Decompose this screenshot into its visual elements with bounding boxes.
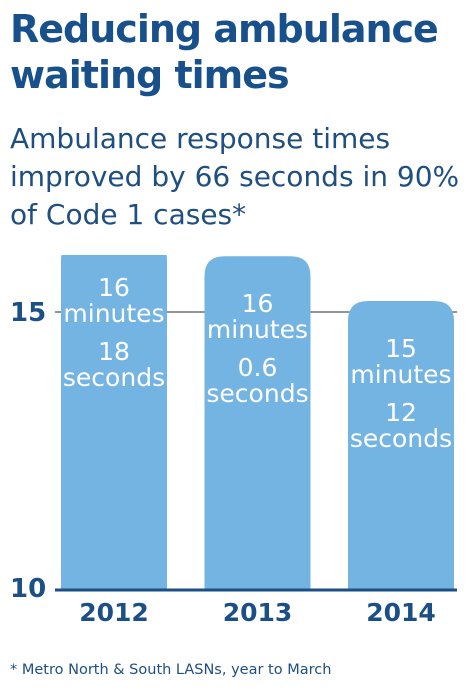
bar-value-label: seconds (350, 424, 452, 453)
bar-value-label: minutes (350, 360, 451, 389)
bar-value-label: minutes (63, 299, 164, 328)
y-tick-label: 10 (10, 574, 46, 604)
x-tick-label: 2012 (79, 598, 149, 627)
bar-value-label: 16 (98, 273, 130, 302)
bar-value-label: 18 (98, 337, 130, 366)
bar-value-label: seconds (63, 363, 165, 392)
footnote: * Metro North & South LASNs, year to Mar… (10, 662, 332, 678)
bar-value-label: 0.6 (238, 353, 278, 382)
bar-value-label: 15 (385, 334, 417, 363)
bar-value-label: seconds (206, 379, 308, 408)
bar-value-label: 12 (385, 398, 417, 427)
chart-subtitle: Ambulance response times improved by 66 … (10, 122, 460, 231)
x-tick-label: 2014 (366, 598, 436, 627)
y-tick-label: 15 (10, 298, 46, 328)
x-tick-label: 2013 (223, 598, 293, 627)
bar-2013 (204, 256, 311, 590)
chart-title: Reducing ambulance waiting times (10, 7, 439, 97)
bar-value-label: minutes (207, 315, 308, 344)
bar-2012 (61, 255, 167, 590)
bar-2014 (348, 300, 454, 590)
bar-chart: 16minutes18seconds16minutes0.6seconds15m… (10, 255, 457, 627)
bar-value-label: 16 (242, 289, 274, 318)
